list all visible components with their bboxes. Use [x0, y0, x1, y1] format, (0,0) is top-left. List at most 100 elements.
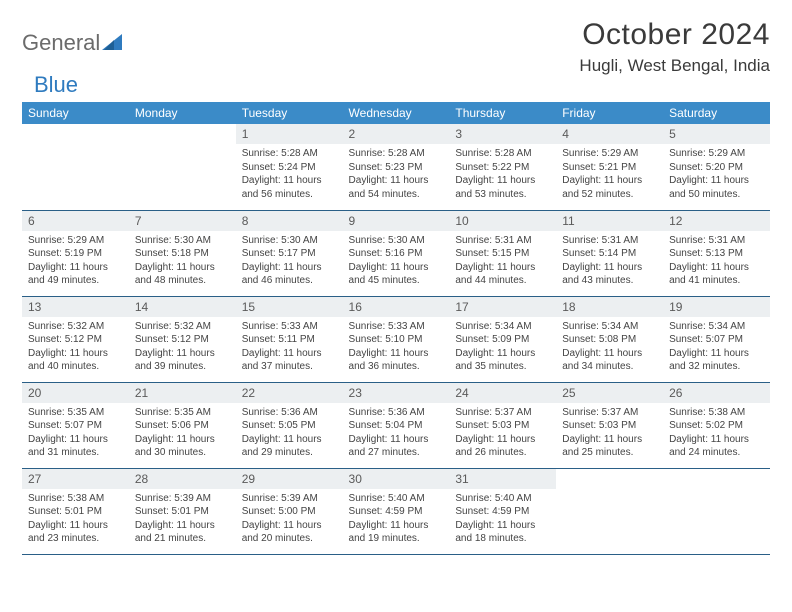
calendar-cell: 11Sunrise: 5:31 AMSunset: 5:14 PMDayligh…	[556, 210, 663, 296]
col-wed: Wednesday	[343, 102, 450, 124]
calendar-cell: 25Sunrise: 5:37 AMSunset: 5:03 PMDayligh…	[556, 382, 663, 468]
day-details: Sunrise: 5:28 AMSunset: 5:23 PMDaylight:…	[343, 144, 450, 207]
day-details: Sunrise: 5:36 AMSunset: 5:05 PMDaylight:…	[236, 403, 343, 466]
calendar-cell: 20Sunrise: 5:35 AMSunset: 5:07 PMDayligh…	[22, 382, 129, 468]
day-details: Sunrise: 5:39 AMSunset: 5:01 PMDaylight:…	[129, 489, 236, 552]
calendar-cell: 15Sunrise: 5:33 AMSunset: 5:11 PMDayligh…	[236, 296, 343, 382]
brand-part2: Blue	[34, 72, 78, 98]
calendar-cell: 12Sunrise: 5:31 AMSunset: 5:13 PMDayligh…	[663, 210, 770, 296]
calendar-cell: 23Sunrise: 5:36 AMSunset: 5:04 PMDayligh…	[343, 382, 450, 468]
day-details: Sunrise: 5:29 AMSunset: 5:20 PMDaylight:…	[663, 144, 770, 207]
calendar-cell: 4Sunrise: 5:29 AMSunset: 5:21 PMDaylight…	[556, 124, 663, 210]
day-details: Sunrise: 5:35 AMSunset: 5:07 PMDaylight:…	[22, 403, 129, 466]
day-number: 25	[556, 383, 663, 403]
calendar-cell: 29Sunrise: 5:39 AMSunset: 5:00 PMDayligh…	[236, 468, 343, 554]
day-details: Sunrise: 5:35 AMSunset: 5:06 PMDaylight:…	[129, 403, 236, 466]
day-details: Sunrise: 5:32 AMSunset: 5:12 PMDaylight:…	[129, 317, 236, 380]
day-details: Sunrise: 5:28 AMSunset: 5:22 PMDaylight:…	[449, 144, 556, 207]
day-number: 12	[663, 211, 770, 231]
col-tue: Tuesday	[236, 102, 343, 124]
col-mon: Monday	[129, 102, 236, 124]
calendar-cell: 14Sunrise: 5:32 AMSunset: 5:12 PMDayligh…	[129, 296, 236, 382]
calendar-cell: 26Sunrise: 5:38 AMSunset: 5:02 PMDayligh…	[663, 382, 770, 468]
day-details: Sunrise: 5:28 AMSunset: 5:24 PMDaylight:…	[236, 144, 343, 207]
day-number: 4	[556, 124, 663, 144]
day-number: 11	[556, 211, 663, 231]
day-details: Sunrise: 5:34 AMSunset: 5:08 PMDaylight:…	[556, 317, 663, 380]
day-number: 6	[22, 211, 129, 231]
calendar-cell: 7Sunrise: 5:30 AMSunset: 5:18 PMDaylight…	[129, 210, 236, 296]
day-number: 31	[449, 469, 556, 489]
day-number: 9	[343, 211, 450, 231]
day-number: 26	[663, 383, 770, 403]
day-number: 18	[556, 297, 663, 317]
calendar-cell: 16Sunrise: 5:33 AMSunset: 5:10 PMDayligh…	[343, 296, 450, 382]
day-details: Sunrise: 5:34 AMSunset: 5:07 PMDaylight:…	[663, 317, 770, 380]
calendar-cell: 6Sunrise: 5:29 AMSunset: 5:19 PMDaylight…	[22, 210, 129, 296]
day-number: 8	[236, 211, 343, 231]
day-number: 5	[663, 124, 770, 144]
calendar-cell: 22Sunrise: 5:36 AMSunset: 5:05 PMDayligh…	[236, 382, 343, 468]
day-number: 14	[129, 297, 236, 317]
calendar-cell: 9Sunrise: 5:30 AMSunset: 5:16 PMDaylight…	[343, 210, 450, 296]
location: Hugli, West Bengal, India	[579, 56, 770, 76]
day-number: 30	[343, 469, 450, 489]
day-number: 28	[129, 469, 236, 489]
month-title: October 2024	[579, 18, 770, 52]
col-sat: Saturday	[663, 102, 770, 124]
day-number: 20	[22, 383, 129, 403]
header-row: Sunday Monday Tuesday Wednesday Thursday…	[22, 102, 770, 124]
day-details: Sunrise: 5:31 AMSunset: 5:15 PMDaylight:…	[449, 231, 556, 294]
day-details: Sunrise: 5:37 AMSunset: 5:03 PMDaylight:…	[449, 403, 556, 466]
calendar-cell	[129, 124, 236, 210]
day-details: Sunrise: 5:29 AMSunset: 5:21 PMDaylight:…	[556, 144, 663, 207]
calendar-cell: 10Sunrise: 5:31 AMSunset: 5:15 PMDayligh…	[449, 210, 556, 296]
day-number: 7	[129, 211, 236, 231]
day-details: Sunrise: 5:37 AMSunset: 5:03 PMDaylight:…	[556, 403, 663, 466]
day-details: Sunrise: 5:30 AMSunset: 5:16 PMDaylight:…	[343, 231, 450, 294]
day-details: Sunrise: 5:34 AMSunset: 5:09 PMDaylight:…	[449, 317, 556, 380]
col-thu: Thursday	[449, 102, 556, 124]
calendar-cell	[22, 124, 129, 210]
day-number: 29	[236, 469, 343, 489]
day-number: 23	[343, 383, 450, 403]
col-fri: Friday	[556, 102, 663, 124]
day-number: 16	[343, 297, 450, 317]
calendar-table: Sunday Monday Tuesday Wednesday Thursday…	[22, 102, 770, 555]
day-number: 19	[663, 297, 770, 317]
day-number: 2	[343, 124, 450, 144]
day-number: 13	[22, 297, 129, 317]
calendar-cell: 30Sunrise: 5:40 AMSunset: 4:59 PMDayligh…	[343, 468, 450, 554]
calendar-row: 13Sunrise: 5:32 AMSunset: 5:12 PMDayligh…	[22, 296, 770, 382]
calendar-row: 27Sunrise: 5:38 AMSunset: 5:01 PMDayligh…	[22, 468, 770, 554]
day-details: Sunrise: 5:33 AMSunset: 5:11 PMDaylight:…	[236, 317, 343, 380]
calendar-cell	[663, 468, 770, 554]
calendar-cell: 27Sunrise: 5:38 AMSunset: 5:01 PMDayligh…	[22, 468, 129, 554]
day-number: 24	[449, 383, 556, 403]
day-number: 3	[449, 124, 556, 144]
brand-sail-icon	[102, 34, 124, 52]
calendar-cell: 21Sunrise: 5:35 AMSunset: 5:06 PMDayligh…	[129, 382, 236, 468]
day-details: Sunrise: 5:36 AMSunset: 5:04 PMDaylight:…	[343, 403, 450, 466]
calendar-cell: 1Sunrise: 5:28 AMSunset: 5:24 PMDaylight…	[236, 124, 343, 210]
day-number: 22	[236, 383, 343, 403]
calendar-row: 20Sunrise: 5:35 AMSunset: 5:07 PMDayligh…	[22, 382, 770, 468]
calendar-cell: 31Sunrise: 5:40 AMSunset: 4:59 PMDayligh…	[449, 468, 556, 554]
day-details: Sunrise: 5:32 AMSunset: 5:12 PMDaylight:…	[22, 317, 129, 380]
calendar-cell: 28Sunrise: 5:39 AMSunset: 5:01 PMDayligh…	[129, 468, 236, 554]
day-details: Sunrise: 5:33 AMSunset: 5:10 PMDaylight:…	[343, 317, 450, 380]
day-details: Sunrise: 5:39 AMSunset: 5:00 PMDaylight:…	[236, 489, 343, 552]
calendar-body: 1Sunrise: 5:28 AMSunset: 5:24 PMDaylight…	[22, 124, 770, 554]
day-details: Sunrise: 5:38 AMSunset: 5:01 PMDaylight:…	[22, 489, 129, 552]
day-number: 21	[129, 383, 236, 403]
day-details: Sunrise: 5:30 AMSunset: 5:18 PMDaylight:…	[129, 231, 236, 294]
calendar-cell: 8Sunrise: 5:30 AMSunset: 5:17 PMDaylight…	[236, 210, 343, 296]
calendar-cell: 5Sunrise: 5:29 AMSunset: 5:20 PMDaylight…	[663, 124, 770, 210]
calendar-cell: 13Sunrise: 5:32 AMSunset: 5:12 PMDayligh…	[22, 296, 129, 382]
day-details: Sunrise: 5:30 AMSunset: 5:17 PMDaylight:…	[236, 231, 343, 294]
calendar-cell: 3Sunrise: 5:28 AMSunset: 5:22 PMDaylight…	[449, 124, 556, 210]
brand-logo: General	[22, 18, 124, 56]
calendar-row: 1Sunrise: 5:28 AMSunset: 5:24 PMDaylight…	[22, 124, 770, 210]
calendar-cell	[556, 468, 663, 554]
day-number: 17	[449, 297, 556, 317]
